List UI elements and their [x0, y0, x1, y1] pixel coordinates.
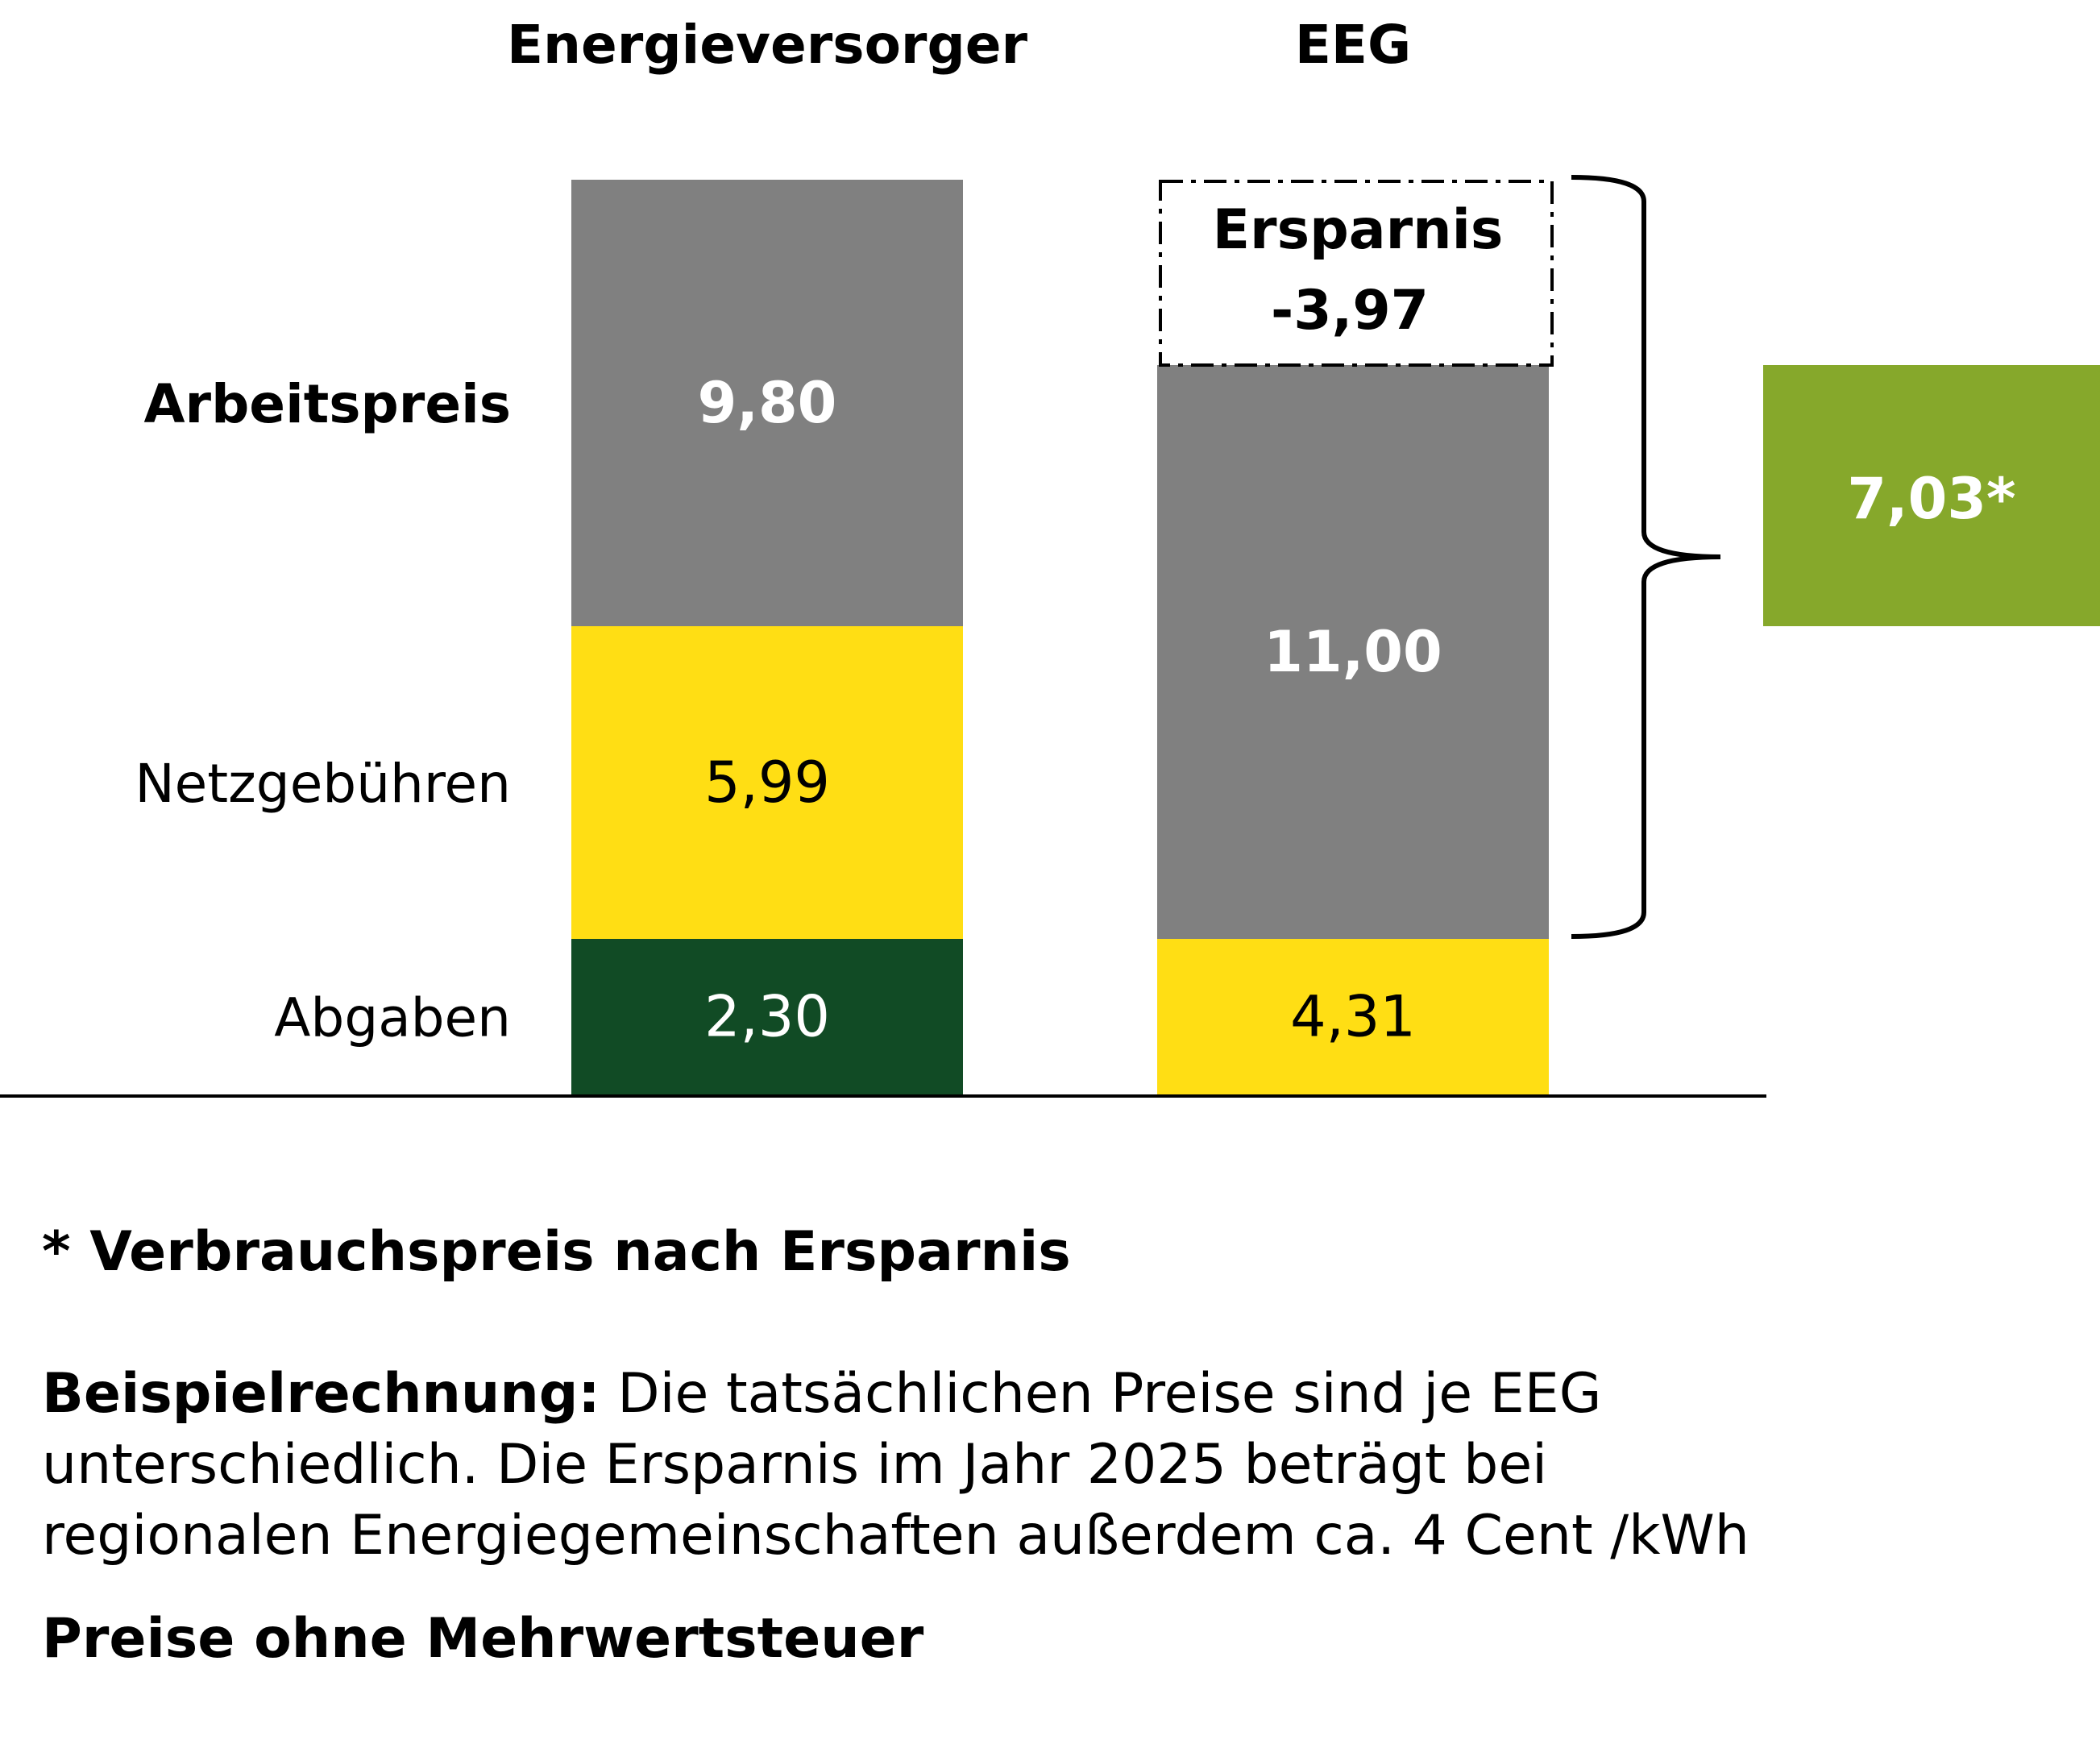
- row-label: Netzgebühren: [135, 753, 511, 815]
- bar-segment-arbeitspreis: [1157, 365, 1549, 939]
- savings-value: -3,97: [1271, 279, 1429, 343]
- savings-title: Ersparnis: [1213, 198, 1504, 262]
- example-text-2: unterschiedlich. Die Ersparnis im Jahr 2…: [42, 1433, 1548, 1497]
- result-box: [1763, 365, 2100, 626]
- curly-brace: [1571, 175, 1721, 939]
- example-text-1: Die tatsächlichen Preise sind je EEG: [600, 1362, 1602, 1426]
- bar-segment-abgaben: [571, 939, 963, 1094]
- stacked-bar-chart: Energieversorger 2,30 5,99 9,80 EEG 4,31 11,00…: [0, 14, 2100, 1098]
- row-label: Abgaben: [274, 987, 511, 1049]
- row-label: Arbeitspreis: [143, 373, 511, 435]
- bar-segment-netzgebühren: [1157, 939, 1549, 1094]
- bar-segment-arbeitspreis: [571, 180, 963, 626]
- result-value: 7,03*: [1847, 466, 2015, 532]
- data-label: 11,00: [1264, 619, 1442, 685]
- data-label: 9,80: [698, 370, 837, 436]
- category-label: EEG: [1295, 14, 1411, 76]
- savings-box: [1159, 180, 1554, 367]
- data-label: 5,99: [704, 750, 830, 816]
- data-label: 2,30: [704, 984, 830, 1050]
- example-label: Beispielrechnung:: [42, 1362, 600, 1426]
- bar-segment-netzgebühren: [571, 626, 963, 939]
- category-label: Energieversorger: [507, 14, 1028, 76]
- footnote-vat: Preise ohne Mehrwertsteuer: [42, 1607, 924, 1671]
- footnote-asterisk: * Verbrauchspreis nach Ersparnis: [42, 1220, 1071, 1284]
- example-text-3: regionalen Energiegemeinschaften außerde…: [42, 1504, 1749, 1568]
- data-label: 4,31: [1290, 984, 1416, 1050]
- footnote-example: Beispielrechnung: Die tatsächlichen Prei…: [42, 1359, 1601, 1430]
